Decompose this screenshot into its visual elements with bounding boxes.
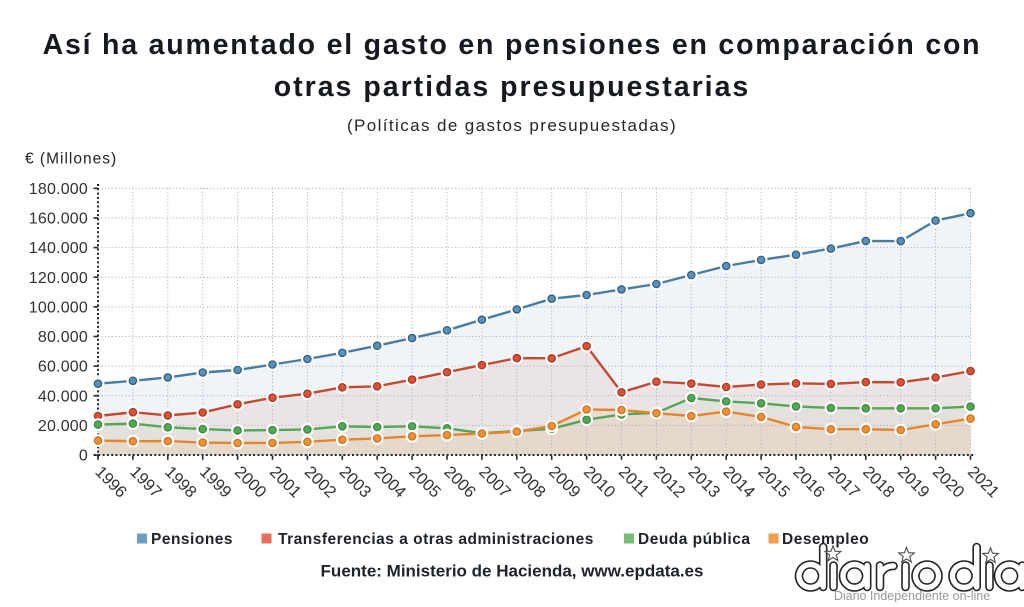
svg-text:Fuente: Ministerio de Hacienda: Fuente: Ministerio de Hacienda, www.epda… [321, 562, 704, 581]
svg-text:Transferencias a otras adminis: Transferencias a otras administraciones [278, 531, 594, 548]
svg-text:80.000: 80.000 [38, 329, 88, 346]
svg-text:120.000: 120.000 [29, 270, 88, 287]
svg-text:(Políticas de gastos presupues: (Políticas de gastos presupuestadas) [347, 116, 677, 135]
svg-text:100.000: 100.000 [29, 300, 88, 317]
svg-text:0: 0 [79, 448, 88, 465]
svg-text:€ (Millones): € (Millones) [25, 151, 117, 168]
svg-text:Diario Independiente on-line: Diario Independiente on-line [834, 589, 990, 602]
svg-text:40.000: 40.000 [38, 388, 88, 405]
svg-text:180.000: 180.000 [29, 181, 88, 198]
svg-text:otras partidas presupuestarias: otras partidas presupuestarias [274, 71, 751, 103]
svg-text:20.000: 20.000 [38, 418, 88, 435]
svg-text:Deuda pública: Deuda pública [638, 531, 750, 548]
svg-text:Pensiones: Pensiones [151, 531, 233, 548]
svg-text:140.000: 140.000 [29, 240, 88, 257]
svg-text:Desempleo: Desempleo [782, 531, 869, 548]
svg-text:160.000: 160.000 [29, 211, 88, 228]
svg-text:60.000: 60.000 [38, 359, 88, 376]
svg-text:Así ha aumentado el gasto en p: Así ha aumentado el gasto en pensiones e… [43, 29, 982, 61]
